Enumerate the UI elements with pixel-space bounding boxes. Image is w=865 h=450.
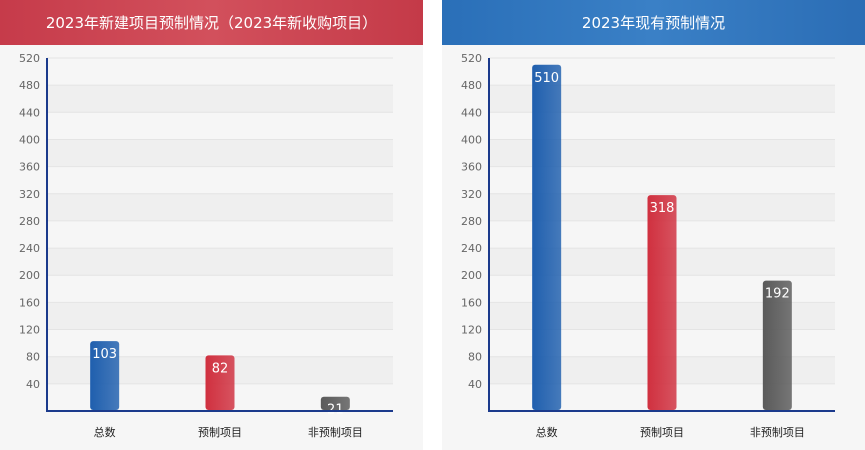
y-tick-label: 520 <box>461 52 482 65</box>
y-tick-label: 360 <box>19 161 40 174</box>
bar-chart: 40 80 120 160 200 240 280 320 360 400 440 480 520 510… <box>461 52 835 439</box>
x-tick-label: 预制项目 <box>198 426 242 439</box>
grid-band <box>47 85 393 113</box>
bar-非预制项目 <box>320 396 350 410</box>
y-tick-label: 520 <box>19 52 40 65</box>
data-label: 192 <box>765 287 790 302</box>
y-tick-label: 200 <box>19 269 40 282</box>
data-label: 318 <box>650 201 675 216</box>
bar-预制项目 <box>647 195 677 410</box>
bar-总数 <box>90 341 120 410</box>
x-tick-label: 预制项目 <box>640 426 684 439</box>
y-tick-label: 240 <box>461 242 482 255</box>
grid-band <box>47 139 393 167</box>
y-tick-label: 400 <box>19 133 40 146</box>
y-tick-label: 120 <box>461 324 482 337</box>
y-tick-label: 320 <box>19 188 40 201</box>
bar-chart: 40 80 120 160 200 240 280 320 360 400 440 480 520 103… <box>19 52 393 439</box>
y-tick-label: 160 <box>461 296 482 309</box>
chart-panel-existing: 2023年现有预制情况 40 80 120 160 200 240 280 320 360 400… <box>442 0 865 450</box>
y-tick-label: 240 <box>19 242 40 255</box>
y-tick-label: 280 <box>19 215 40 228</box>
y-tick-label: 40 <box>468 378 482 391</box>
grid-band <box>47 302 393 330</box>
chart-panel-new-projects: 2023年新建项目预制情况（2023年新收购项目） 40 80 120 160 200 2… <box>0 0 423 450</box>
y-tick-label: 160 <box>19 296 40 309</box>
y-tick-label: 320 <box>461 188 482 201</box>
y-tick-label: 80 <box>26 351 40 364</box>
grid-band <box>47 248 393 276</box>
bar-预制项目 <box>205 355 235 410</box>
y-tick-label: 480 <box>19 79 40 92</box>
y-tick-label: 40 <box>26 378 40 391</box>
y-tick-label: 200 <box>461 269 482 282</box>
x-tick-label: 非预制项目 <box>750 426 805 439</box>
y-tick-label: 280 <box>461 215 482 228</box>
y-tick-label: 480 <box>461 79 482 92</box>
y-tick-label: 360 <box>461 161 482 174</box>
y-tick-label: 440 <box>19 106 40 119</box>
y-tick-label: 120 <box>19 324 40 337</box>
grid-band <box>47 193 393 221</box>
data-label: 510 <box>534 71 559 86</box>
data-label: 103 <box>92 347 117 362</box>
y-tick-label: 440 <box>461 106 482 119</box>
chart-title: 2023年现有预制情况 <box>442 0 865 45</box>
y-tick-label: 80 <box>468 351 482 364</box>
bar-非预制项目 <box>762 280 792 410</box>
x-tick-label: 总数 <box>94 425 116 439</box>
data-label: 82 <box>212 361 229 376</box>
x-tick-label: 非预制项目 <box>308 426 363 439</box>
y-tick-label: 400 <box>461 133 482 146</box>
bar-总数 <box>532 64 562 411</box>
chart-title: 2023年新建项目预制情况（2023年新收购项目） <box>0 0 423 45</box>
x-tick-label: 总数 <box>536 425 558 439</box>
